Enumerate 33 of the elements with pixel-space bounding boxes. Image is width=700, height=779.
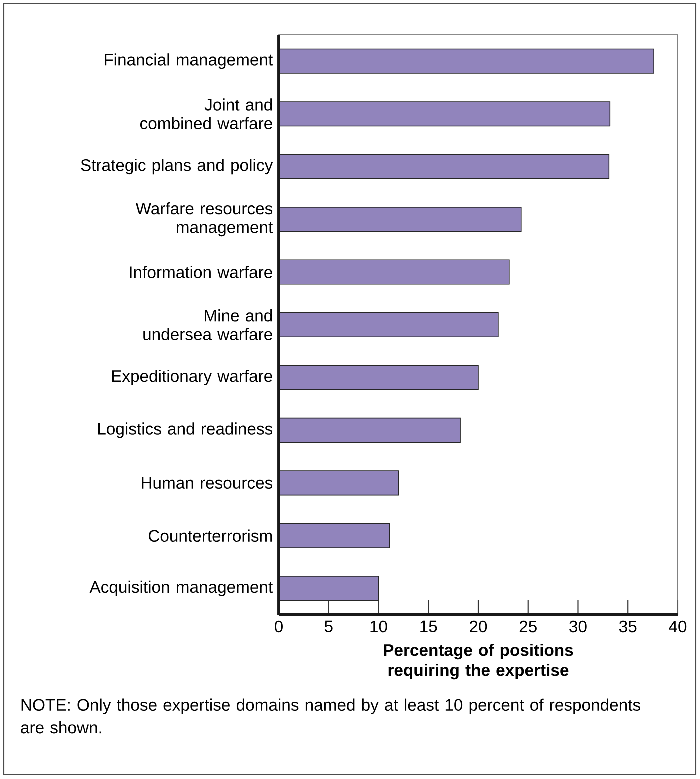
x-tick-label: 15 <box>420 620 438 632</box>
bar <box>278 576 380 602</box>
bar <box>278 154 610 180</box>
x-tick-label: 35 <box>619 620 637 633</box>
y-tick-label: Acquisition management <box>90 580 274 596</box>
bar <box>278 260 510 285</box>
y-tick-label: Counterterrorism <box>148 530 272 542</box>
bar <box>278 207 522 232</box>
y-tick-label: Expeditionary warfare <box>112 370 272 386</box>
y-tick-label: Strategic plans and policy <box>81 159 274 175</box>
bar <box>278 102 611 127</box>
y-tick-label: Warfare resources management <box>136 202 274 237</box>
y-tick-label: Joint and combined warfare <box>140 98 272 130</box>
x-tick-label: 5 <box>324 620 333 632</box>
bar <box>278 312 499 338</box>
x-tick-label: 40 <box>669 620 687 633</box>
y-tick-label: Financial management <box>105 54 274 70</box>
bar <box>278 523 390 548</box>
x-tick-label: 30 <box>570 620 587 633</box>
y-tick-label: Logistics and readiness <box>98 422 273 438</box>
text: NOTE: Only those expertise domains named by at least 10 percent of respondents are shown. <box>21 698 640 734</box>
bar <box>278 48 654 74</box>
bar <box>278 418 461 443</box>
y-tick-label: Human resources <box>142 477 273 490</box>
y-tick-label: Mine and undersea warfare <box>144 310 272 340</box>
bar <box>278 470 400 496</box>
x-tick-label: 20 <box>470 620 488 633</box>
x-tick-label: 10 <box>370 620 388 633</box>
x-tick-label: 25 <box>520 620 537 633</box>
bar <box>278 365 479 390</box>
x-tick-label: 0 <box>275 620 283 633</box>
y-tick-label: Information warfare <box>130 266 272 278</box>
x-axis-title: Percentage of positions requiring the expertise <box>384 644 574 680</box>
